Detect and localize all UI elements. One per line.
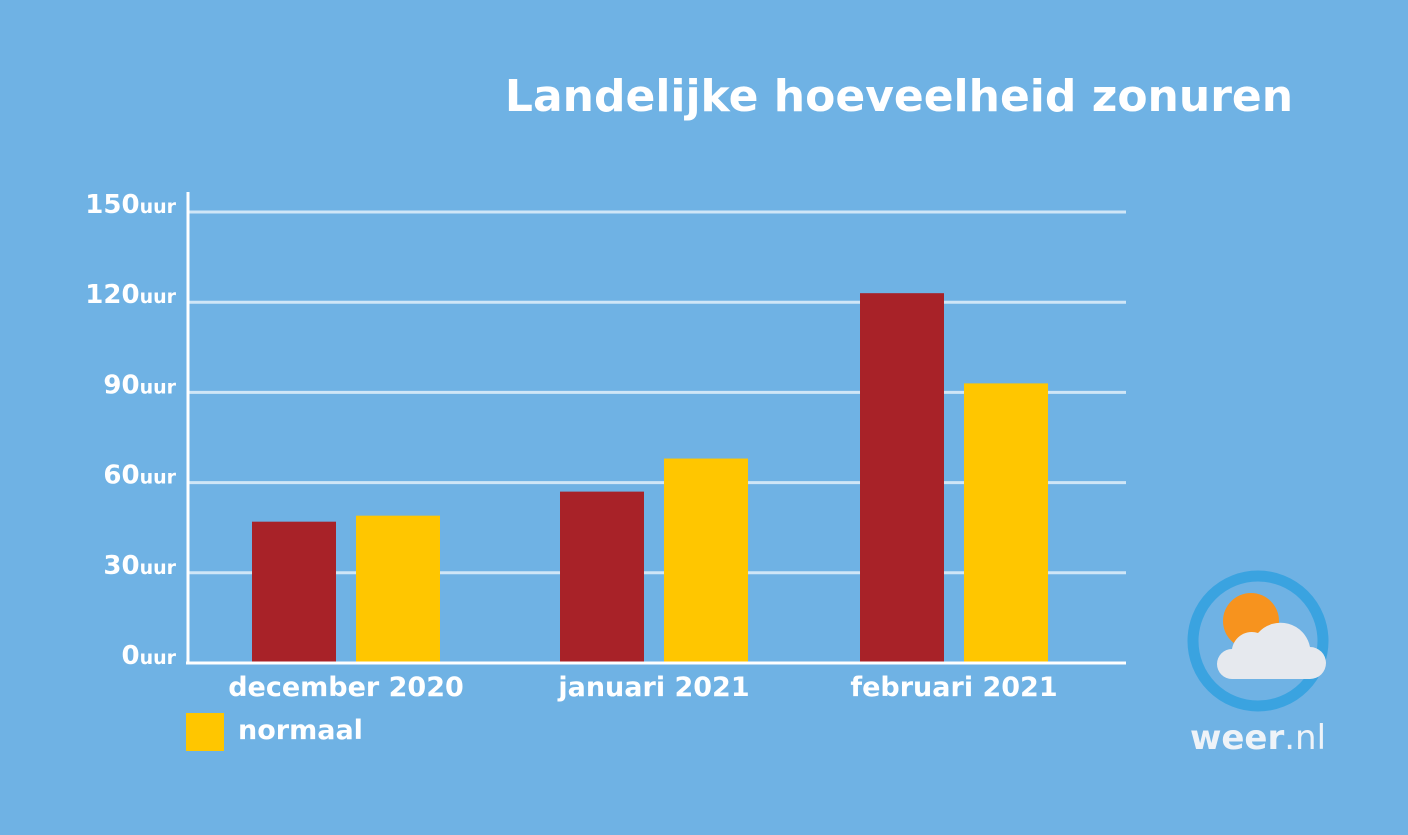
y-tick-unit: uur (140, 557, 177, 579)
y-tick-value: 30 (103, 551, 139, 581)
logo-text-light: .nl (1284, 718, 1326, 758)
y-tick-label: 120uur (85, 280, 176, 310)
bar-actual (560, 491, 644, 663)
legend-label: normaal (238, 715, 363, 746)
logo-ring-icon (1187, 570, 1329, 712)
y-tick-unit: uur (140, 467, 177, 489)
y-tick-unit: uur (140, 196, 177, 218)
y-tick-label: 60uur (103, 461, 176, 491)
bars (252, 293, 1048, 663)
bar-actual (860, 293, 944, 663)
y-tick-value: 0 (121, 641, 139, 671)
x-category-label: januari 2021 (557, 672, 749, 703)
y-tick-label: 150uur (85, 190, 176, 220)
logo-text-bold: weer (1190, 718, 1285, 758)
y-tick-label: 30uur (103, 551, 176, 581)
y-tick-label: 90uur (103, 370, 176, 400)
cloud-icon (1217, 622, 1326, 679)
chart-title: Landelijke hoeveelheid zonuren (505, 71, 1293, 122)
y-tick-value: 60 (103, 461, 139, 491)
y-tick-value: 120 (85, 280, 139, 310)
legend: normaal (186, 713, 363, 751)
y-tick-unit: uur (140, 647, 177, 669)
y-tick-value: 90 (103, 370, 139, 400)
bar-normaal (964, 383, 1048, 663)
y-tick-value: 150 (85, 190, 139, 220)
bar-normaal (356, 515, 440, 663)
y-tick-unit: uur (140, 376, 177, 398)
weer-logo: weer.nl (1187, 570, 1329, 758)
y-tick-unit: uur (140, 286, 177, 308)
x-category-labels: december 2020 januari 2021 februari 2021 (228, 672, 1057, 703)
x-category-label: februari 2021 (850, 672, 1057, 703)
legend-swatch (186, 713, 224, 751)
y-tick-label: 0uur (121, 641, 176, 671)
x-category-label: december 2020 (228, 672, 464, 703)
logo-text: weer.nl (1190, 718, 1326, 758)
bar-actual (252, 521, 336, 663)
bar-normaal (664, 458, 748, 663)
